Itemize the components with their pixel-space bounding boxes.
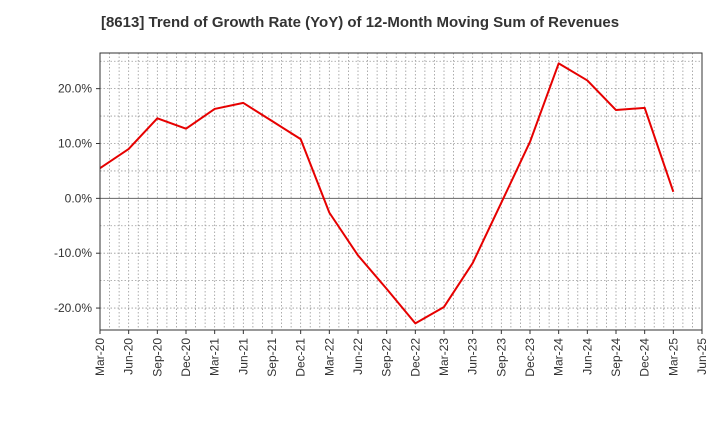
- y-axis-ticks: -20.0% -10.0% 0.0% 10.0% 20.0%: [54, 82, 100, 315]
- x-tick-label: Mar-21: [208, 338, 222, 376]
- x-tick-label: Mar-20: [93, 338, 107, 376]
- x-tick-label: Jun-24: [580, 338, 594, 375]
- x-tick-label: Dec-20: [179, 338, 193, 377]
- y-tick-label: -10.0%: [54, 246, 92, 260]
- x-tick-label: Sep-23: [494, 338, 508, 377]
- x-axis-ticks: Mar-20 Jun-20 Sep-20 Dec-20 Mar-21 Jun-21 Sep-…: [93, 330, 709, 377]
- x-tick-label: Jun-25: [695, 338, 709, 375]
- y-tick-label: 0.0%: [65, 191, 93, 205]
- x-tick-label: Jun-22: [351, 338, 365, 375]
- x-tick-label: Dec-22: [408, 338, 422, 377]
- x-tick-label: Mar-22: [322, 338, 336, 376]
- x-tick-label: Mar-24: [552, 338, 566, 376]
- plot-frame: [99, 52, 703, 331]
- y-tick-label: -20.0%: [54, 301, 92, 315]
- x-tick-label: Mar-23: [437, 338, 451, 376]
- chart-title: [8613] Trend of Growth Rate (YoY) of 12-…: [100, 14, 620, 31]
- x-tick-label: Dec-23: [523, 338, 537, 377]
- x-tick-label: Sep-24: [609, 338, 623, 377]
- gridlines: [100, 53, 702, 330]
- series-line: [99, 62, 675, 325]
- x-tick-label: Sep-21: [265, 338, 279, 377]
- y-tick-label: 10.0%: [58, 137, 92, 151]
- x-tick-label: Mar-25: [666, 338, 680, 376]
- x-tick-label: Sep-20: [150, 338, 164, 377]
- x-tick-label: Sep-22: [380, 338, 394, 377]
- series-layer: [99, 62, 675, 325]
- x-tick-label: Jun-20: [122, 338, 136, 375]
- x-tick-label: Jun-21: [236, 338, 250, 375]
- x-tick-label: Jun-23: [466, 338, 480, 375]
- x-tick-label: Dec-24: [638, 338, 652, 377]
- y-tick-label: 20.0%: [58, 82, 92, 96]
- plot-background: [100, 53, 702, 330]
- x-tick-label: Dec-21: [294, 338, 308, 377]
